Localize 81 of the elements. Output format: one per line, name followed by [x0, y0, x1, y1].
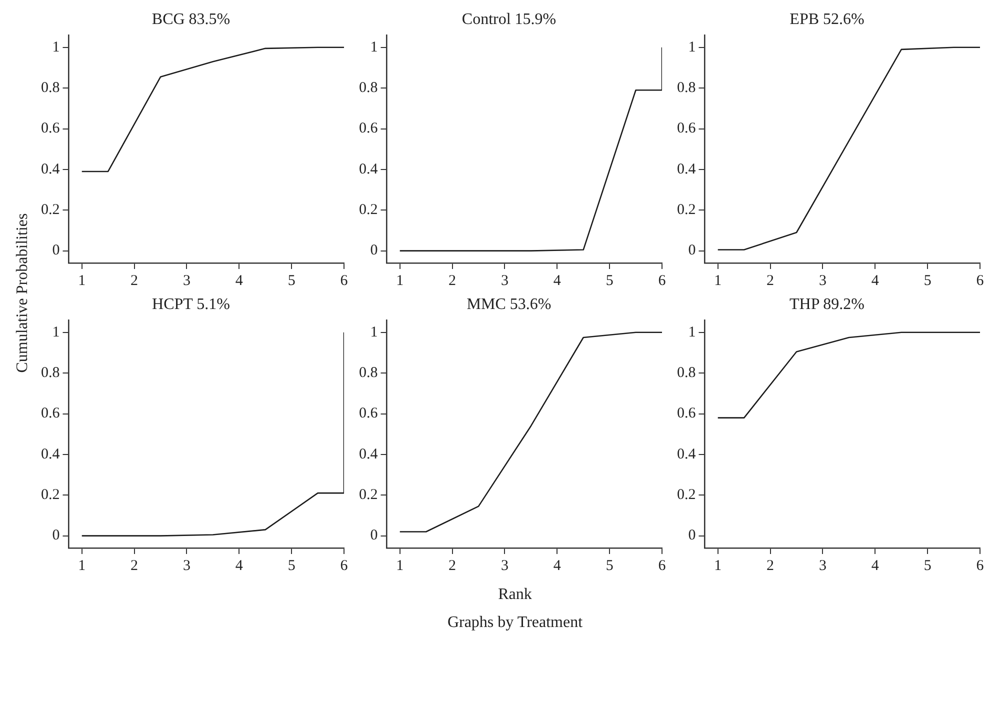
- x-tick-label: 3: [500, 558, 508, 574]
- y-tick-label: 0.8: [359, 80, 378, 96]
- x-tick-label: 6: [340, 272, 348, 289]
- x-tick-label: 1: [396, 272, 404, 289]
- y-tick-label: 1: [52, 39, 60, 56]
- x-tick-label: 3: [818, 558, 826, 574]
- y-tick-label: 0.6: [677, 120, 696, 137]
- chart-title: HCPT 5.1%: [152, 296, 230, 313]
- y-tick-label: 0.6: [677, 406, 696, 422]
- x-tick-label: 3: [818, 272, 826, 289]
- x-tick-label: 1: [396, 558, 404, 574]
- chart-title: Control 15.9%: [462, 10, 556, 28]
- x-tick-label: 3: [182, 272, 190, 289]
- y-tick-label: 0.4: [677, 446, 696, 462]
- x-tick-label: 2: [130, 558, 138, 574]
- y-tick-label: 0.8: [677, 80, 696, 96]
- y-tick-label: 0.6: [41, 120, 60, 137]
- x-tick-label: 3: [182, 558, 190, 574]
- chart-title: MMC 53.6%: [466, 296, 552, 313]
- x-tick-label: 4: [235, 272, 244, 289]
- y-tick-label: 1: [52, 324, 60, 340]
- y-tick-label: 0.8: [359, 365, 378, 382]
- x-tick-label: 1: [78, 558, 86, 574]
- x-tick-label: 5: [924, 558, 932, 574]
- y-tick-label: 0.4: [359, 446, 378, 462]
- x-tick-label: 6: [658, 272, 666, 289]
- y-tick-label: 0.6: [359, 406, 378, 422]
- x-tick-label: 5: [288, 558, 296, 574]
- y-tick-label: 0.6: [359, 120, 378, 137]
- y-tick-label: 0: [52, 242, 60, 259]
- y-tick-label: 1: [370, 39, 378, 56]
- y-tick-label: 0.4: [41, 446, 60, 462]
- y-tick-label: 0: [688, 528, 696, 544]
- x-tick-label: 4: [235, 558, 244, 574]
- x-tick-label: 2: [448, 272, 456, 289]
- chart-title: THP 89.2%: [790, 296, 864, 313]
- x-tick-label: 6: [340, 558, 348, 574]
- x-tick-label: 5: [288, 272, 296, 289]
- y-tick-label: 0.2: [677, 487, 696, 504]
- y-tick-label: 0.2: [41, 487, 60, 504]
- x-tick-label: 4: [871, 272, 880, 289]
- x-tick-label: 2: [448, 558, 456, 574]
- chart-title: BCG 83.5%: [152, 10, 230, 28]
- y-tick-label: 0.6: [41, 406, 60, 422]
- x-tick-label: 5: [924, 272, 932, 289]
- y-tick-label: 0.2: [41, 202, 60, 218]
- x-tick-label: 4: [553, 558, 562, 574]
- x-tick-label: 4: [553, 272, 562, 289]
- y-tick-label: 0: [688, 242, 696, 259]
- y-tick-label: 1: [688, 324, 696, 340]
- x-tick-label: 2: [766, 558, 774, 574]
- text: Graphs by Treatment: [446, 614, 584, 632]
- x-axis-title: Rank: [497, 586, 533, 604]
- y-tick-label: 0.8: [41, 80, 60, 96]
- y-tick-label: 0.4: [359, 161, 378, 178]
- y-axis-title: Cumulative Probabilities: [14, 213, 32, 373]
- chart-title: EPB 52.6%: [790, 10, 864, 28]
- y-tick-label: 0: [52, 528, 60, 544]
- x-tick-label: 6: [658, 558, 666, 574]
- y-tick-label: 0.2: [359, 202, 378, 218]
- y-tick-label: 0.8: [41, 365, 60, 382]
- x-tick-label: 3: [500, 272, 508, 289]
- y-tick-label: 0.8: [677, 365, 696, 382]
- x-tick-label: 5: [606, 558, 614, 574]
- x-tick-label: 1: [714, 558, 722, 574]
- x-tick-label: 6: [976, 272, 984, 289]
- y-tick-label: 1: [688, 39, 696, 56]
- y-tick-label: 0.2: [359, 487, 378, 504]
- x-tick-label: 5: [606, 272, 614, 289]
- y-tick-label: 0: [370, 528, 378, 544]
- x-tick-label: 2: [766, 272, 774, 289]
- x-tick-label: 1: [78, 272, 86, 289]
- y-tick-label: 0.2: [677, 202, 696, 218]
- x-tick-label: 4: [871, 558, 880, 574]
- x-tick-label: 2: [130, 272, 138, 289]
- x-tick-label: 6: [976, 558, 984, 574]
- x-tick-label: 1: [714, 272, 722, 289]
- y-tick-label: 0.4: [41, 161, 60, 178]
- y-tick-label: 0: [370, 242, 378, 259]
- y-tick-label: 1: [370, 324, 378, 340]
- y-tick-label: 0.4: [677, 161, 696, 178]
